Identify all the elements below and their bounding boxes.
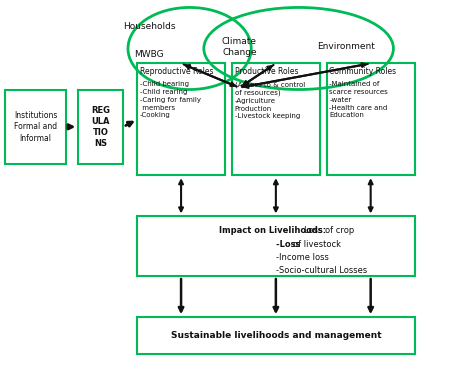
Text: Loss of crop: Loss of crop (304, 226, 354, 235)
Bar (137, 216, 415, 276)
Bar (137, 63, 225, 175)
Text: Impact on Livelihoods:: Impact on Livelihoods: (219, 226, 329, 235)
Text: MWBG: MWBG (135, 50, 164, 59)
Text: Environment: Environment (317, 42, 375, 51)
Text: -Maintained of
scarce resources
-water
-Health care and
Education: -Maintained of scarce resources -water -… (329, 81, 388, 118)
Bar (232, 63, 320, 175)
Bar (78, 90, 123, 164)
Text: -Socio-cultural Losses: -Socio-cultural Losses (276, 266, 367, 275)
Text: Reproductive Roles: Reproductive Roles (140, 67, 213, 76)
Text: -Child bearing
-Child rearing
-Caring for family
 members
-Cooking: -Child bearing -Child rearing -Caring fo… (140, 81, 201, 118)
Text: of livestock: of livestock (293, 240, 341, 249)
Text: Climate
Change: Climate Change (222, 37, 257, 57)
Text: -Income loss: -Income loss (276, 253, 329, 262)
Bar (137, 317, 415, 354)
Bar (327, 63, 415, 175)
Text: Households: Households (123, 22, 175, 31)
Text: REG
ULA
TIO
NS: REG ULA TIO NS (91, 106, 110, 148)
Text: Productive Roles: Productive Roles (235, 67, 298, 76)
Text: Institutions
Formal and
Informal: Institutions Formal and Informal (14, 110, 57, 143)
Text: Community Roles: Community Roles (329, 67, 397, 76)
Text: (Access to & control
of resources)
-Agriculture
Production
-Livestock keeping: (Access to & control of resources) -Agri… (235, 81, 305, 119)
Bar (5, 90, 66, 164)
Text: Sustainable livelihoods and management: Sustainable livelihoods and management (171, 331, 382, 340)
Text: -Loss: -Loss (276, 240, 303, 249)
